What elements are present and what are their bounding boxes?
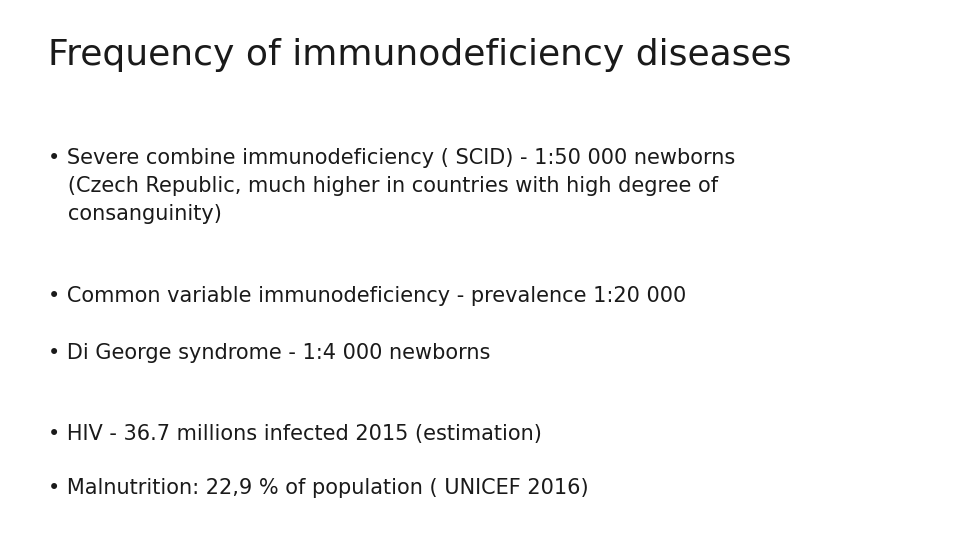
Text: • Severe combine immunodeficiency ( SCID) - 1:50 000 newborns
   (Czech Republic: • Severe combine immunodeficiency ( SCID… xyxy=(48,148,735,225)
Text: • HIV - 36.7 millions infected 2015 (estimation): • HIV - 36.7 millions infected 2015 (est… xyxy=(48,424,541,444)
Text: Frequency of immunodeficiency diseases: Frequency of immunodeficiency diseases xyxy=(48,38,791,72)
Text: • Di George syndrome - 1:4 000 newborns: • Di George syndrome - 1:4 000 newborns xyxy=(48,343,491,363)
Text: • Malnutrition: 22,9 % of population ( UNICEF 2016): • Malnutrition: 22,9 % of population ( U… xyxy=(48,478,588,498)
Text: • Common variable immunodeficiency - prevalence 1:20 000: • Common variable immunodeficiency - pre… xyxy=(48,286,686,306)
